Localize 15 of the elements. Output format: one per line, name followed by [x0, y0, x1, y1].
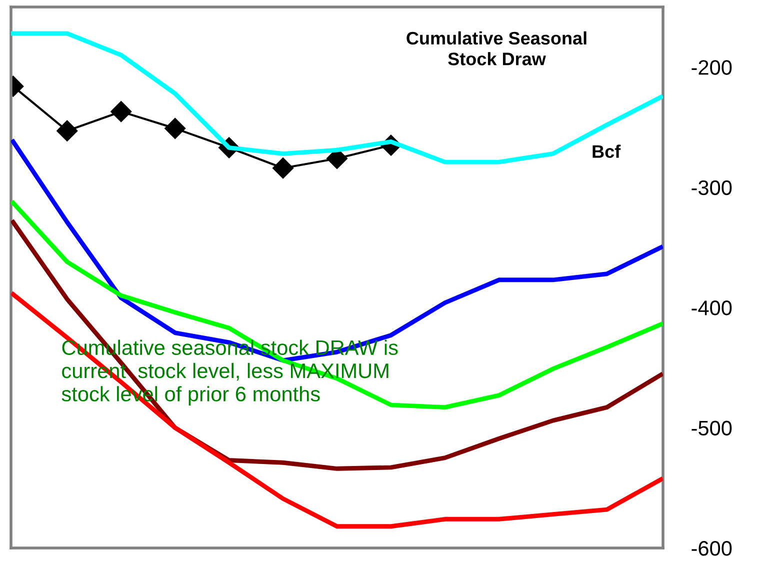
line-series: [11, 139, 663, 363]
y-tick-label: -200: [692, 60, 732, 75]
text: Cumulative Seasonal Stock Draw: [406, 31, 586, 66]
y-tick-label: -600: [692, 541, 732, 556]
line-series: [11, 292, 663, 529]
y-axis-title: Bcf: [592, 144, 621, 158]
point: [272, 158, 294, 179]
line-series: [11, 200, 663, 410]
y-tick-label: -500: [692, 420, 732, 436]
y-tick-label: -400: [692, 300, 732, 316]
line-series: [11, 220, 663, 471]
point: [110, 101, 132, 122]
point: [164, 118, 186, 139]
point: [56, 120, 78, 142]
y-tick-label: -300: [692, 180, 732, 196]
